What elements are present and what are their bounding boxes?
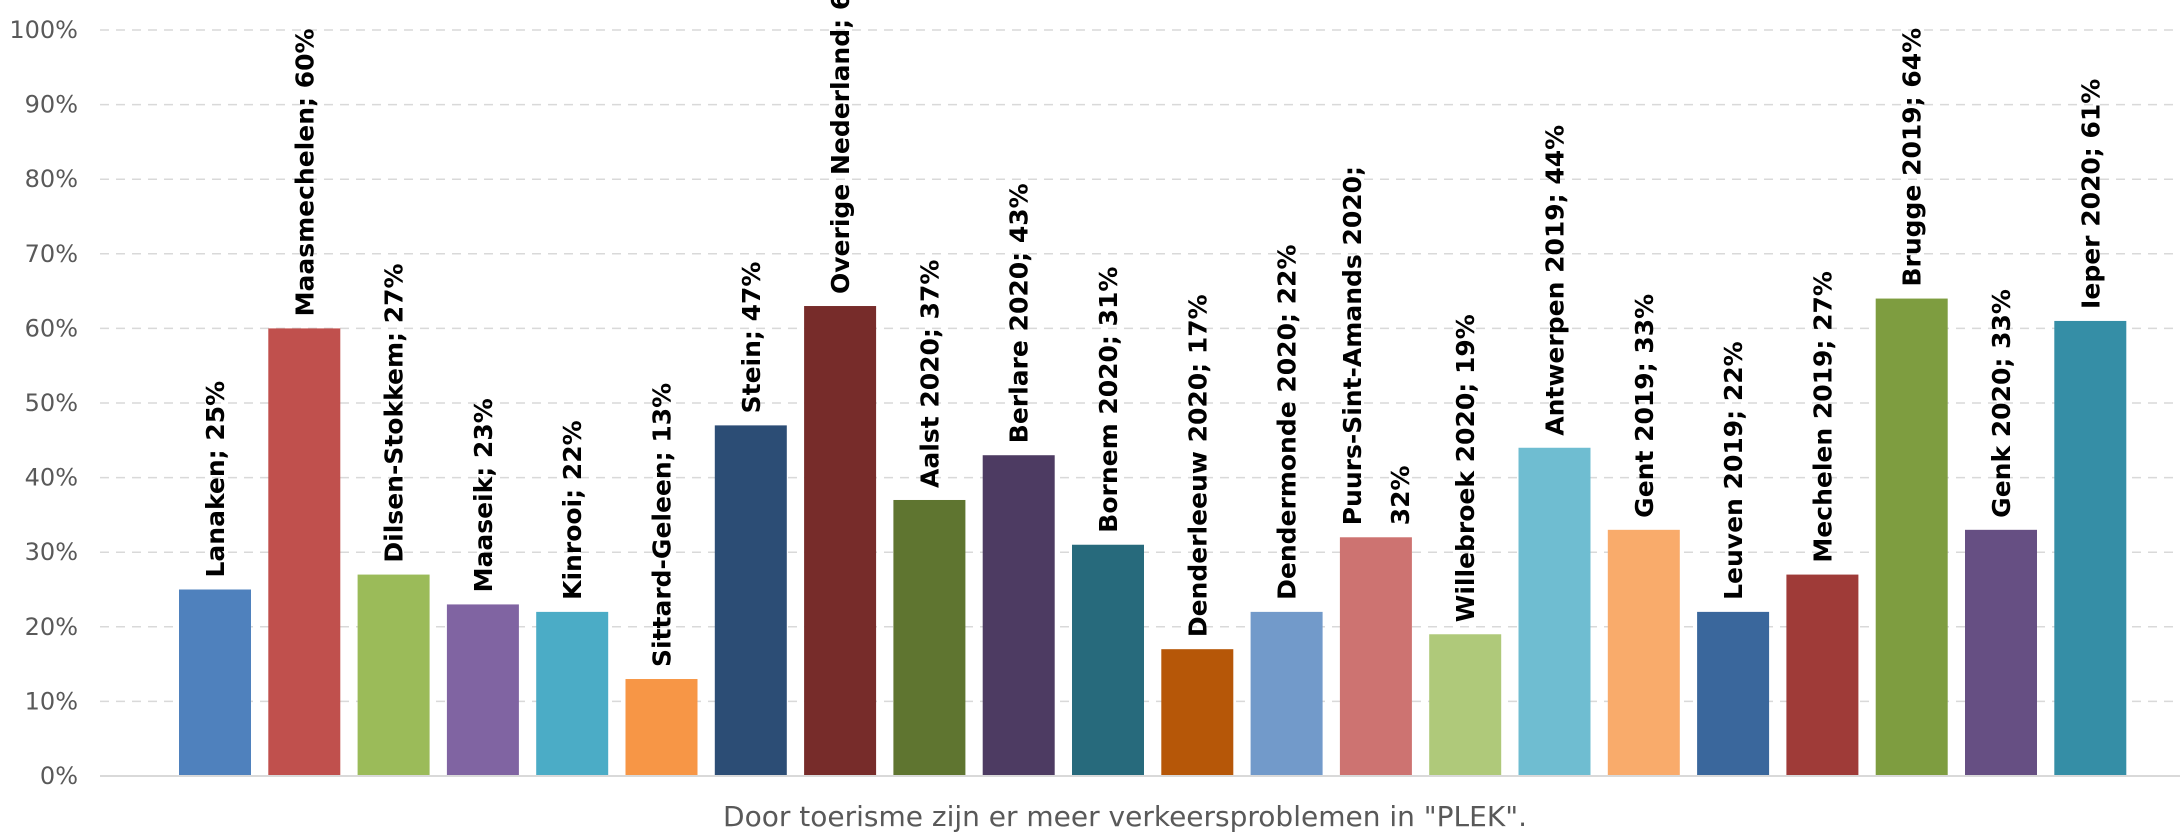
data-label: Leuven 2019; 22% bbox=[1719, 341, 1748, 600]
bar bbox=[893, 499, 966, 776]
bar bbox=[1250, 611, 1323, 776]
bar bbox=[1607, 529, 1680, 776]
y-tick-label: 40% bbox=[25, 464, 78, 492]
data-label: Genk 2020; 33% bbox=[1987, 289, 2016, 518]
bar bbox=[1786, 574, 1859, 776]
data-label: Sittard-Geleen; 13% bbox=[648, 383, 677, 667]
bar bbox=[179, 589, 251, 776]
bar bbox=[1339, 537, 1412, 776]
data-label: Mechelen 2019; 27% bbox=[1808, 271, 1837, 563]
y-tick-label: 20% bbox=[25, 613, 78, 641]
data-label: Overige Nederland; 63% bbox=[826, 0, 855, 294]
y-tick-label: 70% bbox=[25, 240, 78, 268]
data-label: Maasmechelen; 60% bbox=[290, 28, 319, 316]
y-tick-label: 30% bbox=[25, 538, 78, 566]
bar bbox=[1965, 529, 2037, 776]
data-label: Gent 2019; 33% bbox=[1630, 294, 1659, 518]
data-label: Aalst 2020; 37% bbox=[915, 260, 944, 488]
bar bbox=[804, 306, 877, 776]
y-tick-label: 10% bbox=[25, 687, 78, 715]
data-label: Willebroek 2020; 19% bbox=[1451, 314, 1480, 622]
y-tick-label: 90% bbox=[25, 91, 78, 119]
bar bbox=[536, 611, 609, 776]
bar bbox=[625, 679, 698, 776]
y-tick-label: 60% bbox=[25, 314, 78, 342]
data-label: Dendermonde 2020; 22% bbox=[1273, 244, 1302, 599]
data-label: Brugge 2019; 64% bbox=[1898, 28, 1927, 287]
y-tick-label: 100% bbox=[9, 16, 78, 44]
data-label: Antwerpen 2019; 44% bbox=[1541, 125, 1570, 436]
bar bbox=[1518, 447, 1591, 776]
bar bbox=[1875, 298, 1948, 776]
bar bbox=[714, 425, 787, 776]
data-label: Dilsen-Stokkem; 27% bbox=[380, 263, 409, 562]
y-axis-tick-labels: 0% 10% 20% 30% 40% 50% 60% 70% 80% 90% 100% bbox=[9, 16, 78, 790]
data-label: Berlare 2020; 43% bbox=[1005, 183, 1034, 443]
data-label: Maaseik; 23% bbox=[469, 398, 498, 592]
data-label: Puurs-Sint-Amands 2020; 32% bbox=[1338, 166, 1415, 525]
bar bbox=[1161, 649, 1234, 776]
data-label: Denderleeuw 2020; 17% bbox=[1183, 294, 1212, 637]
y-tick-label: 0% bbox=[40, 762, 78, 790]
bar bbox=[1429, 634, 1502, 776]
data-label: Stein; 47% bbox=[737, 262, 766, 414]
data-label: Lanaken; 25% bbox=[201, 381, 230, 578]
data-label: Ieper 2020; 61% bbox=[2076, 79, 2105, 309]
bar bbox=[446, 604, 519, 776]
bar bbox=[1072, 544, 1144, 776]
bars bbox=[179, 298, 2127, 776]
y-tick-label: 50% bbox=[25, 389, 78, 417]
bar bbox=[982, 455, 1055, 776]
bar bbox=[1697, 611, 1770, 776]
y-tick-label: 80% bbox=[25, 165, 78, 193]
bar bbox=[268, 328, 341, 776]
data-labels: Lanaken; 25% Maasmechelen; 60% Dilsen-Stok… bbox=[201, 0, 2105, 667]
bar bbox=[357, 574, 430, 776]
data-label: Bornem 2020; 31% bbox=[1094, 267, 1123, 533]
data-label: Kinrooi; 22% bbox=[558, 420, 587, 600]
x-axis-title: Door toerisme zijn er meer verkeersprobl… bbox=[723, 800, 1527, 833]
bar bbox=[2054, 320, 2127, 776]
